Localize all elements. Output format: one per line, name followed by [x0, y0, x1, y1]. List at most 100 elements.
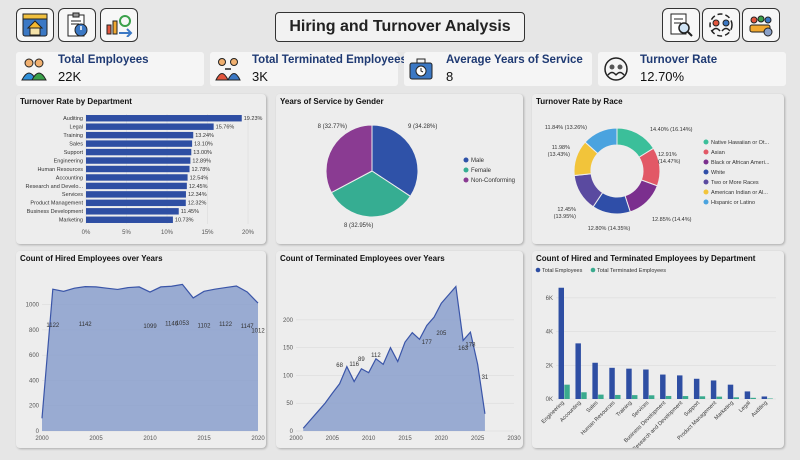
- x-tick-label: 20%: [242, 230, 255, 236]
- data-label: 12.45%: [189, 184, 208, 190]
- bar: [558, 287, 565, 399]
- category-label: Research and Develo...: [26, 184, 84, 190]
- kpi-value: 3K: [252, 69, 268, 84]
- legend-marker: [703, 139, 709, 145]
- team-settings-button[interactable]: [742, 8, 780, 42]
- bar: [648, 395, 655, 399]
- bar: [86, 157, 191, 164]
- y-tick-label: 200: [283, 318, 294, 324]
- data-label-pct: (14.47%): [658, 159, 680, 165]
- category-label: Human Resources: [37, 167, 83, 173]
- bar: [643, 369, 649, 399]
- page-title: Hiring and Turnover Analysis: [275, 12, 525, 42]
- series-line: [302, 285, 486, 429]
- legend-marker: [590, 267, 596, 273]
- legend-marker: [703, 179, 709, 185]
- data-label: 1122: [46, 323, 60, 329]
- kpi-value: 22K: [58, 69, 82, 84]
- turnover-by-department-card: Turnover Rate by Department 0% 5% 10% 15% 20…: [16, 94, 266, 244]
- legend-label: Native Hawaiian or Ot...: [711, 140, 770, 146]
- bar: [86, 140, 193, 147]
- legend-label: Total Terminated Employees: [597, 268, 666, 274]
- data-label: 31: [482, 375, 489, 381]
- bar: [767, 398, 773, 399]
- bar: [86, 191, 186, 198]
- y-tick-label: 2K: [546, 363, 553, 369]
- x-tick-label: 2020: [251, 436, 265, 442]
- legend-label: Hispanic or Latino: [711, 200, 755, 206]
- data-label: 13.10%: [194, 141, 213, 147]
- category-label: Sales: [69, 141, 83, 147]
- x-tick-label: 2030: [507, 436, 521, 442]
- donut-slice: [624, 179, 658, 213]
- chart-title: Count of Hired Employees over Years: [20, 254, 163, 263]
- bar: [86, 182, 187, 190]
- data-label: 178: [465, 342, 476, 348]
- terminated-over-years-card: Count of Terminated Employees over Years…: [276, 251, 523, 448]
- people-cycle-icon: [709, 13, 733, 37]
- kpi-label: Average Years of Service: [446, 54, 583, 66]
- x-tick-label: 2020: [435, 436, 449, 442]
- category-label: Sales: [586, 400, 600, 414]
- x-tick-label: 2010: [362, 436, 376, 442]
- legend-marker: [703, 169, 709, 175]
- data-label: 1146: [165, 322, 179, 328]
- y-tick-label: 0K: [546, 397, 553, 403]
- hired-over-years-card: Count of Hired Employees over Years 0 200…: [16, 251, 266, 448]
- bar: [727, 384, 734, 399]
- donut-slice: [584, 127, 618, 155]
- bar: [716, 396, 723, 399]
- data-label: 177: [422, 340, 433, 346]
- report-search-icon: [670, 13, 693, 37]
- legend-marker: [703, 199, 709, 205]
- legend-label: Asian: [711, 150, 725, 156]
- hired-terminated-by-department-chart: Total Employees Total Terminated Employee…: [535, 267, 776, 448]
- data-label: 19.23%: [244, 116, 263, 122]
- chart-title: Turnover Rate by Department: [20, 97, 132, 106]
- report-search-button[interactable]: [662, 8, 700, 42]
- employees-icon: [21, 58, 47, 81]
- data-label: 12.80% (14.35%): [588, 226, 631, 232]
- clipboard-button[interactable]: [58, 8, 96, 42]
- turnover-by-department-chart: 0% 5% 10% 15% 20% Auditing 19.23% Legal 15.76% Tr…: [26, 114, 263, 236]
- legend-label: Total Employees: [542, 268, 583, 274]
- bar: [626, 368, 632, 399]
- x-tick-label: 2000: [289, 436, 303, 442]
- legend-marker: [703, 159, 709, 165]
- chart-title: Years of Service by Gender: [280, 97, 384, 106]
- kpi-value: 8: [446, 69, 454, 84]
- category-label: Services: [62, 192, 83, 198]
- series-line: [41, 283, 259, 419]
- category-label: Product Management: [30, 201, 83, 207]
- category-label: Legal: [738, 400, 752, 414]
- x-tick-label: 2005: [326, 436, 340, 442]
- service-by-gender-chart: 9 (34.28%) 8 (32.95%) 8 (32.77%) Male Female…: [318, 124, 515, 229]
- bar: [750, 397, 756, 399]
- category-label: Support: [64, 150, 84, 156]
- home-button[interactable]: [16, 8, 54, 42]
- analytics-button[interactable]: [100, 8, 138, 42]
- data-label: 12.91%: [658, 152, 677, 158]
- data-label: 9 (34.28%): [408, 124, 437, 130]
- y-tick-label: 1000: [26, 303, 40, 309]
- data-label: 11.84% (13.26%): [545, 125, 587, 131]
- terminated-over-years-chart: 0 50 100 150 200 2000 2005 2010 2015 2020 2025 2030…: [283, 285, 521, 442]
- bar: [660, 374, 666, 399]
- chart-title: Turnover Rate by Race: [536, 97, 623, 106]
- y-tick-label: 150: [283, 346, 294, 352]
- y-tick-label: 6K: [546, 296, 553, 302]
- y-tick-label: 0: [36, 429, 40, 435]
- bar: [564, 384, 570, 399]
- y-tick-label: 100: [283, 373, 294, 379]
- bar: [86, 165, 190, 173]
- category-label: Accounting: [56, 175, 83, 181]
- legend-marker: [703, 149, 709, 155]
- bar: [699, 396, 706, 399]
- people-cycle-button[interactable]: [702, 8, 740, 42]
- data-label: 15.76%: [216, 125, 235, 131]
- chart-exchange-icon: [106, 15, 133, 37]
- bar: [598, 394, 604, 399]
- service-by-gender-card: Years of Service by Gender 9 (34.28%) 8 (…: [276, 94, 523, 244]
- y-tick-label: 400: [29, 378, 40, 384]
- legend-label: Non-Conforming: [471, 178, 515, 184]
